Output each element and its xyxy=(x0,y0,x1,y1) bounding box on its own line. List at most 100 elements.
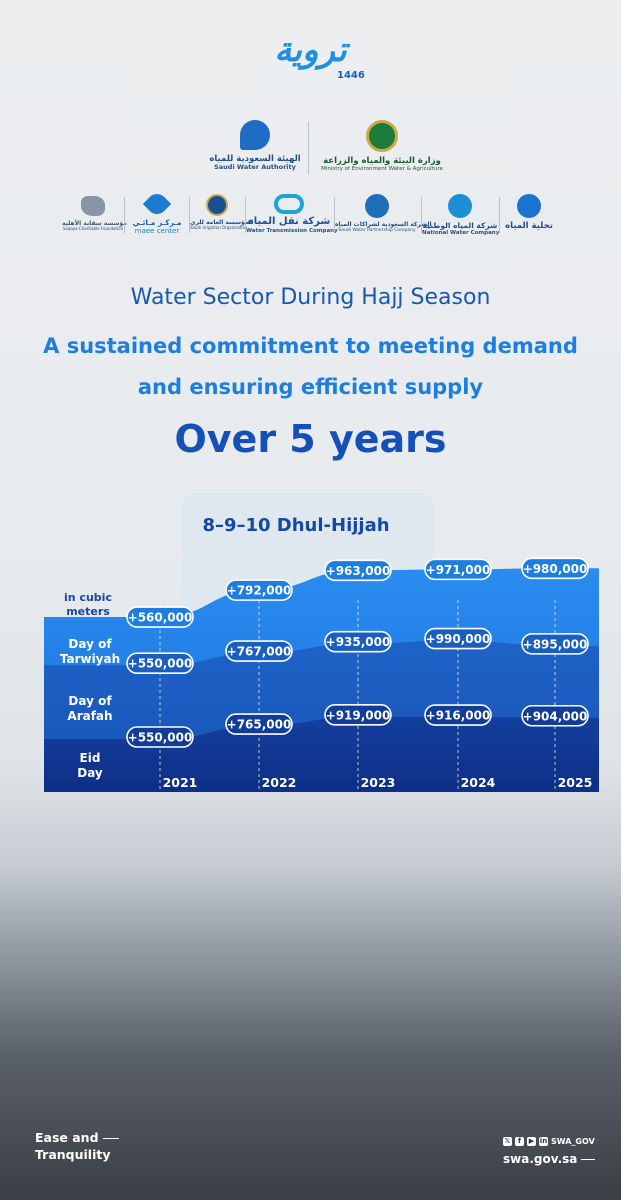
data-label: +792,000 xyxy=(227,584,292,598)
unit-label: in cubic meters xyxy=(64,591,112,618)
period-heading: Over 5 years xyxy=(174,417,447,461)
facebook-icon[interactable]: f xyxy=(515,1137,524,1146)
partner-name-en: Saudi Irrigation Organization xyxy=(190,225,248,231)
transmission-rings-icon xyxy=(274,194,304,214)
partner-name-ar: مـركـز مـائـي xyxy=(132,218,182,227)
value-pill: +550,000 xyxy=(126,652,194,675)
partner-name-en: National Water Company xyxy=(422,230,500,236)
saudi-map-icon xyxy=(81,196,105,216)
desalination-icon xyxy=(517,194,541,218)
data-label: +990,000 xyxy=(426,632,491,646)
partner-name-en: Saudi Water Partnership Company xyxy=(338,228,416,234)
x-tick-label: 2022 xyxy=(262,775,297,790)
social-links: 𝕏 f ▶ in SWA_GOV xyxy=(503,1137,595,1146)
data-label: +919,000 xyxy=(326,708,391,722)
x-tick-label: 2024 xyxy=(461,775,496,790)
partner-name-ar: شركة نقل المياه xyxy=(247,216,331,227)
value-pill: +919,000 xyxy=(324,704,392,726)
social-handle: SWA_GOV xyxy=(551,1137,595,1146)
divider xyxy=(499,197,500,233)
data-label: +765,000 xyxy=(227,718,292,732)
divider xyxy=(189,197,190,233)
partner-name-en: Saudi Water Authority xyxy=(214,163,296,172)
value-pill: +792,000 xyxy=(225,579,293,601)
partner-name-en: Water Transmission Company xyxy=(246,228,338,234)
value-pill: +980,000 xyxy=(521,557,589,580)
value-pill: +935,000 xyxy=(324,630,392,653)
data-label: +550,000 xyxy=(128,731,193,745)
divider xyxy=(308,122,309,174)
data-label: +971,000 xyxy=(426,563,491,577)
x-tick-label: 2021 xyxy=(163,775,198,790)
partner-name-ar: تحلية المياه xyxy=(505,221,553,231)
subtitle-line-1: A sustained commitment to meeting demand xyxy=(43,334,578,358)
irrigation-emblem-icon xyxy=(206,194,228,216)
page-title: Water Sector During Hajj Season xyxy=(130,285,491,310)
partner-logo-wtco: شركة نقل المياه Water Transmission Compa… xyxy=(246,194,338,235)
value-pill: +767,000 xyxy=(225,640,293,662)
value-pill: +765,000 xyxy=(225,713,293,735)
partner-logo-swpc: الشركة السعودية لشراكات المياه Saudi Wat… xyxy=(335,194,432,234)
x-icon[interactable]: 𝕏 xyxy=(503,1137,512,1146)
x-tick-label: 2025 xyxy=(558,775,593,790)
partner-name-en: Ministry of Environment Water & Agricult… xyxy=(321,166,443,173)
maee-flower-icon xyxy=(142,189,172,219)
logo-text: تروية xyxy=(274,30,347,70)
partner-name-ar: شركة المياه الوطنية xyxy=(422,221,498,230)
x-tick-label: 2023 xyxy=(361,775,396,790)
tarwiyah-logo: تروية 1446 xyxy=(0,30,621,81)
linkedin-icon[interactable]: in xyxy=(539,1137,548,1146)
partner-logo-saqaya: مؤسسة سقاية الأهلية Saqaya Charitable Fo… xyxy=(62,196,127,232)
legend-band-eid: Eid Day xyxy=(77,751,103,780)
value-pill: +916,000 xyxy=(424,704,492,726)
tagline-line-1: Ease and xyxy=(35,1130,99,1145)
partner-name-en: Saqaya Charitable Foundation xyxy=(62,226,124,232)
partner-logo-nwc: شركة المياه الوطنية National Water Compa… xyxy=(422,194,500,237)
tagline-line-2: Tranquility xyxy=(35,1146,111,1162)
data-label: +980,000 xyxy=(523,562,588,576)
partner-logo-desalination: تحلية المياه xyxy=(500,194,558,231)
data-label: +904,000 xyxy=(523,709,588,723)
saudi-water-authority-icon xyxy=(240,120,270,150)
partner-logo-mewa: وزارة البيئة والمياه والزراعة Ministry o… xyxy=(318,120,446,173)
data-label: +916,000 xyxy=(426,709,491,723)
tagline: Ease and Tranquility xyxy=(35,1130,119,1164)
value-pill: +550,000 xyxy=(126,726,194,748)
divider xyxy=(245,197,246,233)
data-label: +895,000 xyxy=(523,637,588,651)
subtitle-line-2: and ensuring efficient supply xyxy=(137,375,484,399)
data-label: +767,000 xyxy=(227,645,292,659)
website-text: swa.gov.sa xyxy=(503,1152,578,1166)
partner-logo-maee: مـركـز مـائـي maee center xyxy=(126,189,188,235)
data-label: +550,000 xyxy=(128,657,193,671)
value-pill: +963,000 xyxy=(324,559,392,582)
partner-name-en: maee center xyxy=(134,227,180,235)
partner-name-ar: الشركة السعودية لشراكات المياه xyxy=(335,221,432,228)
youtube-icon[interactable]: ▶ xyxy=(527,1137,536,1146)
partner-name-ar: المؤسسة العامة للري xyxy=(190,219,254,226)
band-eid-area xyxy=(44,716,599,792)
value-pill: +990,000 xyxy=(424,627,492,650)
value-pill: +560,000 xyxy=(126,606,194,628)
partner-logo-swa: الهيئة السعودية للمياه Saudi Water Autho… xyxy=(205,120,305,172)
divider xyxy=(334,197,335,233)
water-drop-icon xyxy=(448,194,472,218)
palm-emblem-icon xyxy=(366,120,398,152)
value-pill: +971,000 xyxy=(424,558,492,581)
value-pill: +895,000 xyxy=(521,633,589,655)
chart-title: 8–9–10 Dhul-Hijjah xyxy=(202,515,389,536)
partner-name-ar: الهيئة السعودية للمياه xyxy=(209,154,301,164)
data-label: +963,000 xyxy=(326,564,391,578)
wave-emblem-icon xyxy=(365,194,389,218)
data-label: +560,000 xyxy=(128,611,193,625)
partner-name-ar: مؤسسة سقاية الأهلية xyxy=(62,220,127,227)
hajj-water-area-chart: 8–9–10 Dhul-Hijjah in cubic meters Day of T… xyxy=(44,493,599,792)
divider xyxy=(421,197,422,233)
website-link[interactable]: swa.gov.sa xyxy=(503,1152,596,1166)
logo-year: 1446 xyxy=(337,70,365,81)
chart-base xyxy=(44,782,599,792)
legend-band-arafah: Day of Arafah xyxy=(67,694,112,723)
value-pill: +904,000 xyxy=(521,704,589,727)
partner-logo-irrigation: المؤسسة العامة للري Saudi Irrigation Org… xyxy=(190,194,254,231)
data-label: +935,000 xyxy=(326,635,391,649)
